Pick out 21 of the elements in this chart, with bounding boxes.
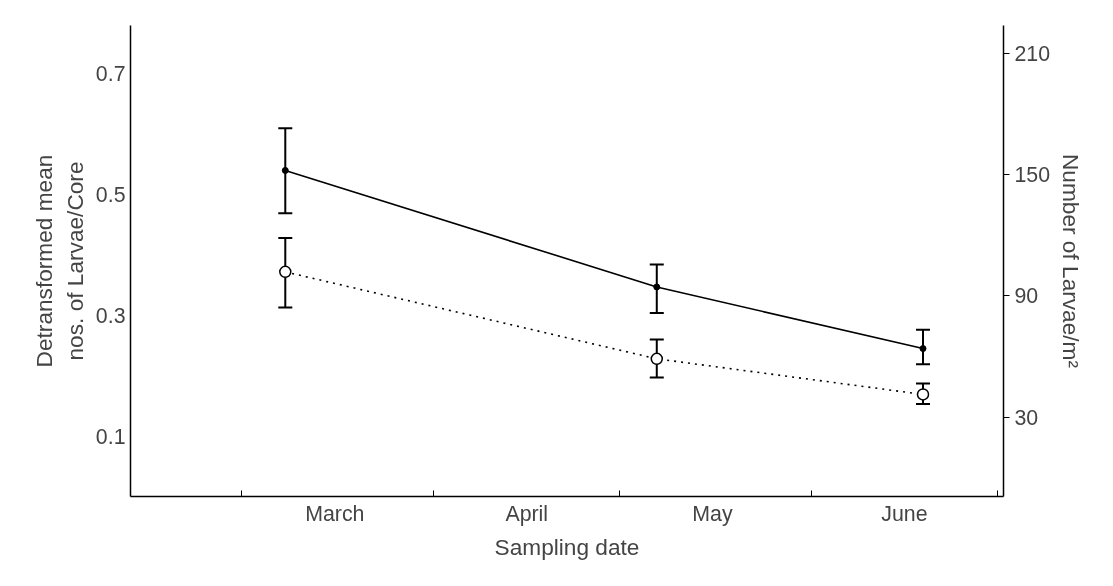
x-tick-label: March xyxy=(305,501,365,526)
point xyxy=(919,345,927,353)
y2-tick-label: 210 xyxy=(1014,41,1051,66)
y-tick-label: 0.3 xyxy=(95,303,126,328)
point xyxy=(281,166,289,174)
point xyxy=(650,352,664,366)
y-tick-label: 0.7 xyxy=(95,62,126,87)
x-tick-label: June xyxy=(881,501,928,526)
y-axis-title: Detransformed mean nos. of Larvae/Core xyxy=(30,154,88,368)
point xyxy=(916,388,930,401)
x-tick-label: April xyxy=(505,501,549,526)
point xyxy=(653,283,661,291)
y2-axis-title: Number of Larvae/m² xyxy=(1058,153,1085,369)
y-tick-label: 0.5 xyxy=(95,183,126,208)
point xyxy=(279,265,292,279)
y-tick-label: 0.1 xyxy=(95,424,126,449)
x-axis-title: Sampling date xyxy=(494,533,640,560)
y2-tick-label: 150 xyxy=(1014,162,1051,187)
y2-tick-label: 30 xyxy=(1014,405,1039,430)
x-tick-label: May xyxy=(692,501,733,526)
y2-tick-label: 90 xyxy=(1014,284,1039,309)
